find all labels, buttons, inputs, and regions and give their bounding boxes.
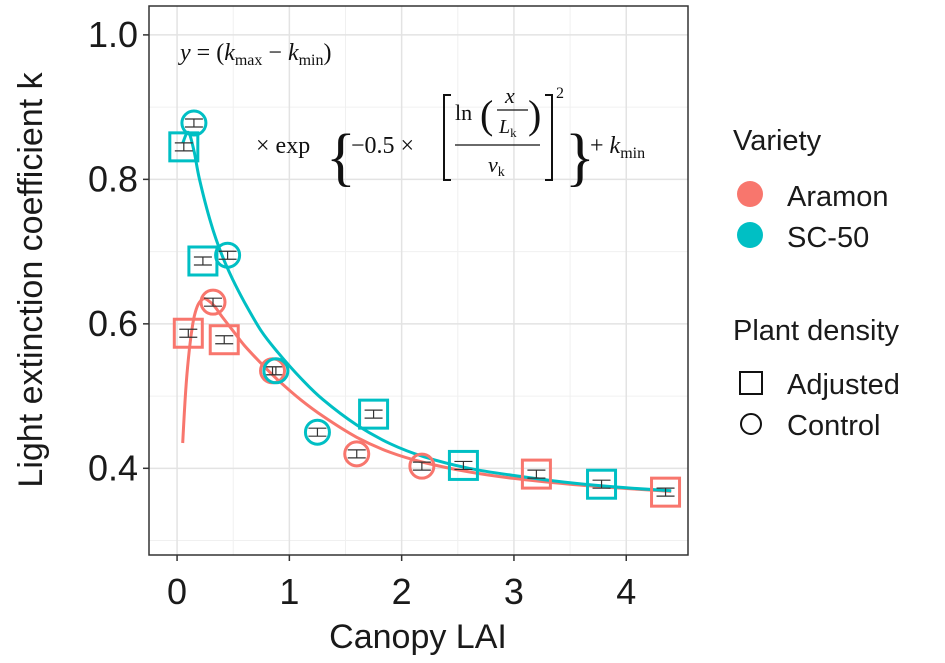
fitted-curve-sc-50 <box>181 130 672 493</box>
point-aramon-control <box>343 440 371 468</box>
x-axis-label: Canopy LAI <box>329 618 507 656</box>
x-tick-label: 3 <box>504 571 524 612</box>
legend-control-swatch <box>740 413 762 435</box>
point-sc-50-adjusted <box>358 398 390 430</box>
fitted-curve-aramon <box>181 297 672 493</box>
equation-left-brace: { <box>326 120 356 193</box>
x-tick-label: 0 <box>167 571 187 612</box>
y-axis-label: Light extinction coefficient k <box>12 71 50 487</box>
fitted-curves <box>181 130 672 493</box>
x-axis-ticks: 0 1 2 3 4 <box>167 555 636 612</box>
point-sc-50-control <box>214 241 242 269</box>
equation-right-brace: } <box>565 120 595 193</box>
legend-control-label: Control <box>787 410 881 442</box>
legend-variety-title: Variety <box>733 125 822 157</box>
plot-border <box>148 5 689 556</box>
point-aramon-adjusted <box>520 458 552 490</box>
y-tick-label: 0.6 <box>88 303 138 344</box>
point-aramon-adjusted <box>650 476 682 508</box>
point-sc-50-control <box>303 418 331 446</box>
legend-adjusted-swatch <box>739 371 763 395</box>
x-tick-label: 4 <box>616 571 636 612</box>
equation-ln-close-paren: ) <box>528 92 541 137</box>
y-axis-ticks: 0.4 0.6 0.8 1.0 <box>88 14 149 488</box>
y-tick-label: 1.0 <box>88 14 138 55</box>
equation-left-bracket <box>443 94 451 181</box>
plot-panel <box>149 6 688 555</box>
equation-right-bracket <box>545 94 553 181</box>
point-sc-50-adjusted <box>447 449 479 481</box>
error-bars <box>174 118 675 497</box>
grid <box>149 6 688 555</box>
legend-aramon-label: Aramon <box>787 181 889 213</box>
legend-sc50-label: SC-50 <box>787 222 869 254</box>
point-sc-50-adjusted <box>168 131 200 163</box>
legend-sc50-swatch <box>737 222 763 248</box>
equation-ln-open-paren: ( <box>480 92 493 137</box>
x-tick-label: 1 <box>279 571 299 612</box>
point-aramon-control <box>199 288 227 316</box>
y-tick-label: 0.8 <box>88 158 138 199</box>
equation-square: 2 <box>556 85 564 102</box>
legend-aramon-swatch <box>737 181 763 207</box>
legend: Variety Aramon SC-50 Plant density Adjus… <box>733 125 900 442</box>
y-tick-label: 0.4 <box>88 447 138 488</box>
x-tick-label: 2 <box>392 571 412 612</box>
point-sc-50-control <box>262 357 290 385</box>
point-aramon-adjusted <box>172 317 204 349</box>
legend-adjusted-label: Adjusted <box>787 369 900 401</box>
equation-x: x <box>504 83 515 108</box>
equation-ln: ln <box>455 100 472 125</box>
equation-times-exp: × exp <box>256 133 310 159</box>
point-sc-50-adjusted <box>586 468 618 500</box>
point-aramon-control <box>408 452 436 480</box>
data-points <box>168 109 682 508</box>
point-aramon-adjusted <box>208 324 240 356</box>
point-sc-50-control <box>180 109 208 137</box>
equation-minus-half: −0.5 × <box>351 133 414 159</box>
legend-density-title: Plant density <box>733 315 900 347</box>
